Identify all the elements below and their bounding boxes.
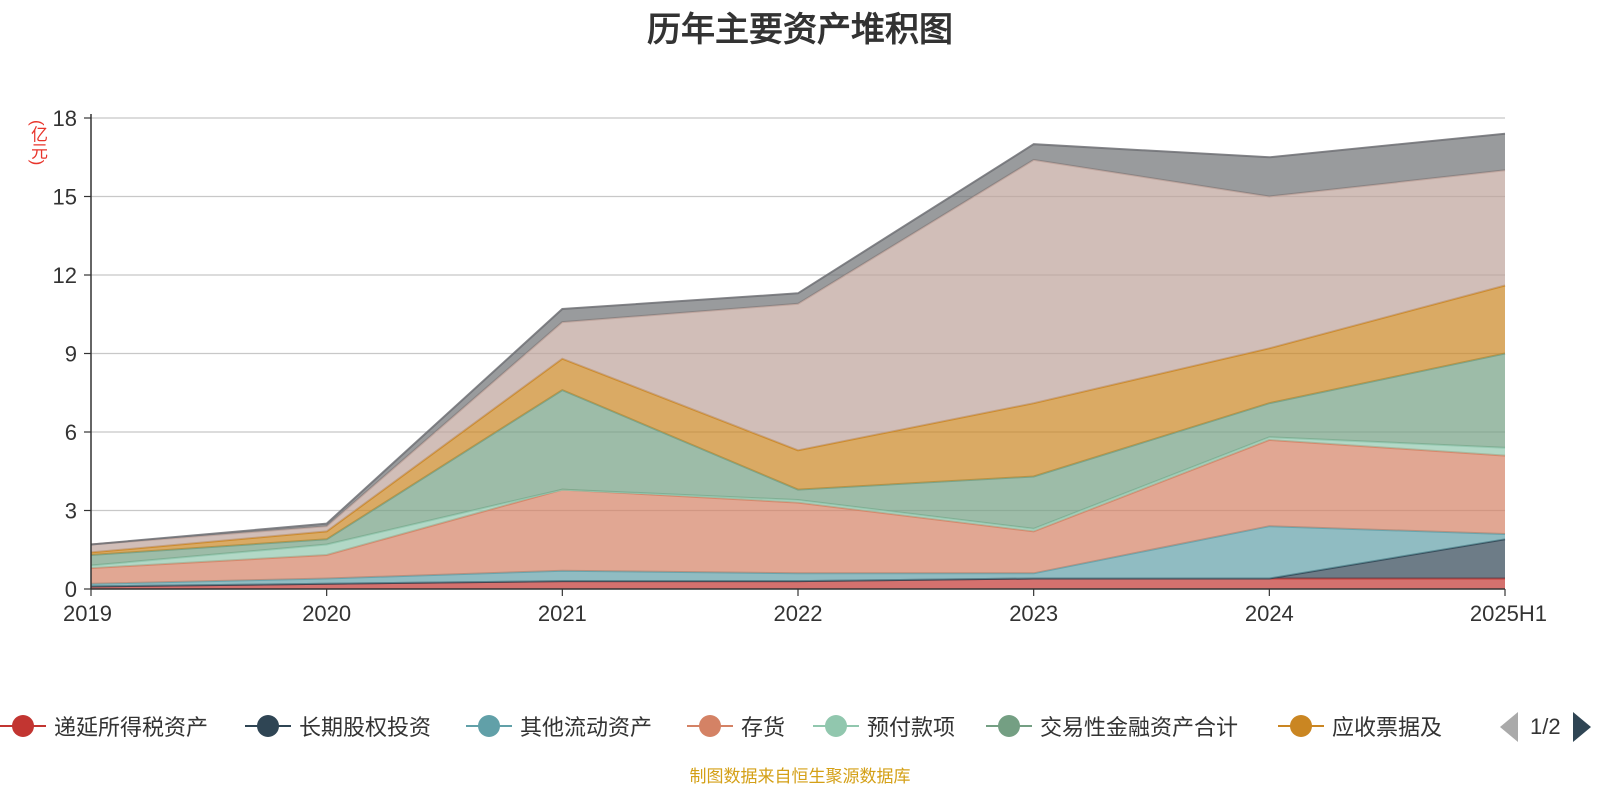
legend-marker-icon: [466, 706, 512, 746]
legend-pager: 1/2: [1500, 712, 1591, 742]
y-tick-label: 12: [53, 263, 77, 288]
legend-label: 预付款项: [867, 715, 956, 740]
y-tick-label: 6: [65, 420, 77, 445]
legend-page-number: 1/2: [1530, 714, 1561, 739]
x-tick-label: 2020: [302, 601, 351, 626]
area-series-0: [91, 578, 1505, 589]
x-tick-label: 2023: [1009, 601, 1058, 626]
y-tick-label: 18: [53, 106, 77, 131]
area-series-7: [91, 159, 1505, 553]
stacked-area-chart: 0 3 6 9 12 15 18 2019 2020 2021 2022 2023 2024 2025H1: [53, 106, 1547, 626]
legend-item[interactable]: 预付款项: [813, 706, 955, 746]
legend-item[interactable]: 应收票据及: [1278, 706, 1442, 746]
area-series-8: [91, 133, 1505, 545]
legend-next-icon[interactable]: [1572, 712, 1591, 742]
x-tick-label: 2021: [538, 601, 587, 626]
series-line-8: [90, 132, 1506, 546]
legend: 递延所得税资产 长期股权投资 其他流动资产 存货 预付款项 交易性金融资产合计 应收票据及: [0, 706, 1600, 746]
legend-label: 其他流动资产: [520, 715, 653, 740]
legend-marker-icon: [245, 706, 291, 746]
legend-label: 长期股权投资: [299, 715, 432, 740]
legend-marker-icon: [687, 706, 733, 746]
legend-marker-icon: [813, 706, 859, 746]
legend-prev-icon[interactable]: [1500, 712, 1518, 742]
y-tick-label: 9: [65, 342, 77, 367]
legend-item[interactable]: 长期股权投资: [245, 706, 431, 746]
y-tick-label: 15: [53, 185, 77, 210]
area-series-4: [91, 437, 1505, 569]
legend-marker-icon: [1278, 706, 1324, 746]
legend-item[interactable]: 存货: [687, 706, 785, 746]
legend-item[interactable]: 交易性金融资产合计: [986, 706, 1238, 746]
data-source-note: 制图数据来自恒生聚源数据库: [689, 767, 911, 786]
x-tick-label: 2025H1: [1470, 601, 1547, 626]
legend-marker-icon: [986, 706, 1032, 746]
x-tick-label: 2019: [63, 601, 112, 626]
chart-title: 历年主要资产堆积图: [647, 11, 953, 49]
legend-item[interactable]: 递延所得税资产: [0, 706, 208, 746]
y-tick-label: 0: [65, 577, 77, 602]
x-tick-label: 2022: [774, 601, 823, 626]
area-series-2: [91, 526, 1505, 587]
area-series-3: [91, 439, 1505, 584]
legend-label: 存货: [741, 715, 786, 740]
legend-label: 应收票据及: [1332, 715, 1443, 740]
legend-marker-icon: [0, 706, 46, 746]
y-axis-unit: (亿元): [28, 120, 47, 166]
x-tick-label: 2024: [1245, 601, 1294, 626]
area-series-5: [91, 353, 1505, 566]
legend-item[interactable]: 其他流动资产: [466, 706, 652, 746]
legend-label: 递延所得税资产: [54, 715, 209, 740]
legend-label: 交易性金融资产合计: [1040, 715, 1239, 740]
y-tick-label: 3: [65, 499, 77, 524]
